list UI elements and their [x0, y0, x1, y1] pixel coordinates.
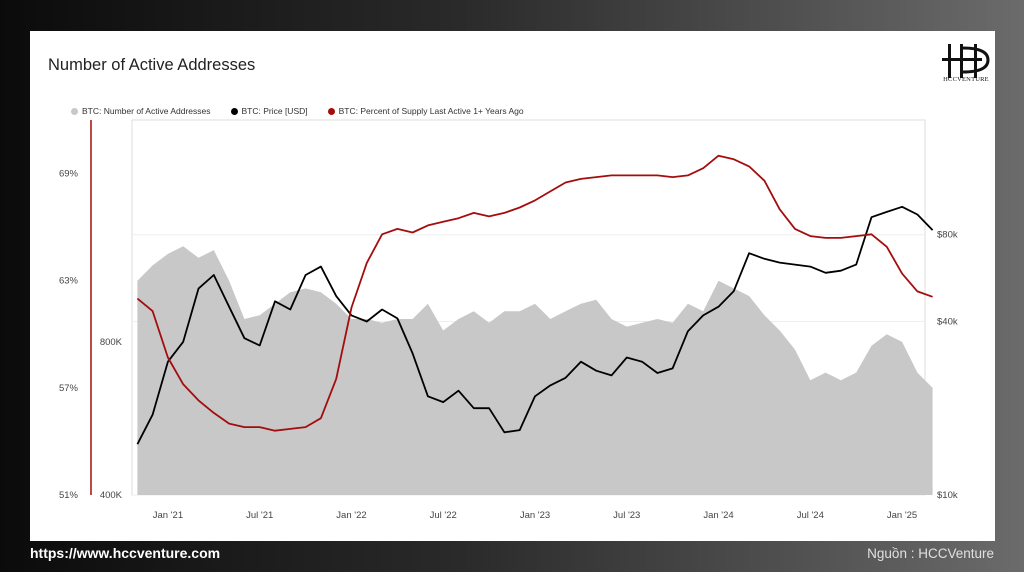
- x-tick-label: Jan '22: [336, 510, 366, 521]
- x-tick-label: Jul '24: [797, 510, 824, 521]
- x-tick-label: Jan '24: [703, 510, 733, 521]
- chart-plot: 69% 63% 57% 51% 800K 400K $80k $40k $10k Jan '21 J…: [59, 119, 958, 521]
- left-outer-tick-label: 63%: [59, 276, 79, 287]
- legend-swatch-red: [327, 107, 335, 115]
- left-outer-tick-label: 51%: [59, 490, 79, 501]
- x-tick-label: Jul '22: [430, 510, 457, 521]
- left-inner-tick-label: 400K: [100, 490, 123, 501]
- left-inner-tick-label: 800K: [100, 337, 123, 348]
- chart-title: Number of Active Addresses: [48, 56, 256, 74]
- series-supply-line: [136, 154, 933, 432]
- x-tick-label: Jul '23: [613, 510, 640, 521]
- left-outer-tick-label: 57%: [59, 383, 79, 394]
- legend-label: BTC: Number of Active Addresses: [82, 106, 211, 116]
- hccventure-logo: [942, 44, 990, 78]
- series-price-line: [136, 205, 934, 445]
- right-tick-label: $80k: [937, 230, 958, 241]
- legend-item-active-addresses[interactable]: BTC: Number of Active Addresses: [71, 106, 211, 116]
- left-outer-tick-label: 69%: [59, 169, 79, 180]
- legend-item-supply[interactable]: BTC: Percent of Supply Last Active 1+ Ye…: [327, 106, 524, 116]
- series-active-addresses-area: [137, 246, 933, 495]
- chart-card: Number of Active Addresses HCCVENTURE BT…: [30, 31, 995, 541]
- x-tick-label: Jan '25: [887, 510, 917, 521]
- source-credit: Nguồn : HCCVenture: [867, 546, 994, 561]
- chart-legend: BTC: Number of Active Addresses BTC: Pri…: [71, 106, 524, 116]
- legend-label: BTC: Price [USD]: [241, 106, 308, 116]
- legend-item-price[interactable]: BTC: Price [USD]: [230, 106, 308, 116]
- right-tick-label: $10k: [937, 490, 958, 501]
- legend-swatch-black: [230, 107, 238, 115]
- x-tick-label: Jan '21: [153, 510, 183, 521]
- website-link[interactable]: https://www.hccventure.com: [30, 545, 221, 561]
- logo-text: HCCVENTURE: [943, 76, 989, 83]
- legend-label: BTC: Percent of Supply Last Active 1+ Ye…: [338, 106, 524, 116]
- x-tick-label: Jul '21: [246, 510, 273, 521]
- right-tick-label: $40k: [937, 316, 958, 327]
- legend-swatch-grey: [71, 107, 78, 115]
- x-tick-label: Jan '23: [520, 510, 550, 521]
